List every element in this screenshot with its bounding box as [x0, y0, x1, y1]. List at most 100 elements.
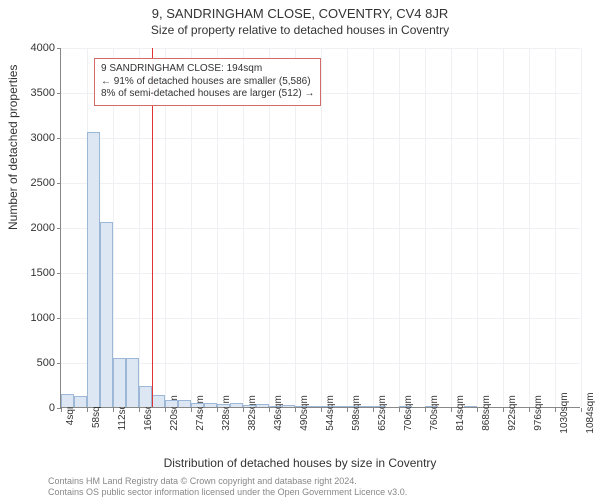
histogram-bar [113, 358, 126, 407]
histogram-bar [321, 406, 334, 407]
xtick-mark [529, 408, 530, 412]
histogram-bar [399, 406, 412, 407]
ytick-label: 4000 [15, 42, 55, 54]
xtick-label: 922sqm [507, 395, 518, 431]
xtick-label: 706sqm [403, 395, 414, 431]
xtick-label: 760sqm [429, 395, 440, 431]
xtick-mark [555, 408, 556, 412]
gridline-v [347, 48, 348, 407]
xtick-label: 436sqm [273, 395, 284, 431]
ytick-mark [57, 138, 61, 139]
histogram-bar [178, 400, 191, 407]
footer-line-1: Contains HM Land Registry data © Crown c… [48, 476, 407, 487]
xtick-mark [477, 408, 478, 412]
histogram-bar [256, 404, 269, 407]
xtick-mark [165, 408, 166, 412]
xtick-label: 976sqm [533, 395, 544, 431]
xtick-label: 382sqm [247, 395, 258, 431]
xtick-label: 652sqm [377, 395, 388, 431]
histogram-bar [464, 406, 477, 407]
ytick-mark [57, 273, 61, 274]
histogram-bar [87, 132, 100, 407]
ytick-label: 1000 [15, 312, 55, 324]
ytick-label: 3000 [15, 132, 55, 144]
ytick-label: 0 [15, 402, 55, 414]
xtick-label: 490sqm [299, 395, 310, 431]
gridline-v [399, 48, 400, 407]
xtick-mark [87, 408, 88, 412]
chart-title: 9, SANDRINGHAM CLOSE, COVENTRY, CV4 8JR [0, 0, 600, 21]
xtick-label: 868sqm [481, 395, 492, 431]
xtick-mark [451, 408, 452, 412]
x-axis-label: Distribution of detached houses by size … [0, 456, 600, 470]
histogram-bar [139, 386, 152, 407]
xtick-label: 544sqm [325, 395, 336, 431]
ytick-mark [57, 183, 61, 184]
xtick-mark [503, 408, 504, 412]
histogram-bar [295, 406, 308, 407]
histogram-bar [334, 406, 347, 407]
xtick-mark [347, 408, 348, 412]
histogram-bar [100, 222, 113, 407]
annotation-line-2: ← 91% of detached houses are smaller (5,… [101, 76, 314, 89]
chart-subtitle: Size of property relative to detached ho… [0, 21, 600, 37]
xtick-mark [61, 408, 62, 412]
xtick-mark [269, 408, 270, 412]
ytick-mark [57, 363, 61, 364]
histogram-bar [269, 406, 282, 407]
histogram-bar [243, 405, 256, 407]
histogram-bar [152, 395, 165, 407]
histogram-bar [126, 358, 139, 407]
xtick-label: 274sqm [195, 395, 206, 431]
ytick-mark [57, 48, 61, 49]
ytick-label: 3500 [15, 87, 55, 99]
xtick-mark [295, 408, 296, 412]
gridline-v [451, 48, 452, 407]
chart-area: 050010001500200025003000350040004sqm58sq… [60, 48, 580, 408]
xtick-mark [581, 408, 582, 412]
ytick-mark [57, 93, 61, 94]
annotation-box: 9 SANDRINGHAM CLOSE: 194sqm ← 91% of det… [94, 58, 321, 106]
ytick-mark [57, 228, 61, 229]
gridline-v [503, 48, 504, 407]
ytick-label: 1500 [15, 267, 55, 279]
histogram-bar [217, 404, 230, 407]
histogram-bar [165, 400, 178, 407]
gridline-v [529, 48, 530, 407]
ytick-label: 500 [15, 357, 55, 369]
histogram-bar [282, 405, 295, 407]
histogram-bar [74, 396, 87, 407]
annotation-line-3: 8% of semi-detached houses are larger (5… [101, 88, 314, 101]
xtick-mark [373, 408, 374, 412]
xtick-mark [191, 408, 192, 412]
xtick-label: 1084sqm [585, 392, 596, 433]
gridline-v [425, 48, 426, 407]
histogram-bar [347, 406, 360, 407]
xtick-label: 814sqm [455, 395, 466, 431]
gridline-v [373, 48, 374, 407]
histogram-bar [425, 406, 438, 407]
gridline-v [581, 48, 582, 407]
histogram-bar [360, 406, 373, 407]
gridline-v [477, 48, 478, 407]
xtick-mark [113, 408, 114, 412]
xtick-label: 598sqm [351, 395, 362, 431]
ytick-label: 2500 [15, 177, 55, 189]
histogram-bar [61, 394, 74, 407]
histogram-bar [230, 403, 243, 407]
xtick-mark [243, 408, 244, 412]
xtick-mark [217, 408, 218, 412]
histogram-bar [204, 403, 217, 408]
xtick-mark [139, 408, 140, 412]
gridline-v [555, 48, 556, 407]
histogram-bar [308, 406, 321, 407]
ytick-mark [57, 318, 61, 319]
xtick-mark [321, 408, 322, 412]
xtick-label: 328sqm [221, 395, 232, 431]
histogram-bar [373, 406, 386, 407]
ytick-label: 2000 [15, 222, 55, 234]
histogram-bar [191, 403, 204, 407]
footer-attribution: Contains HM Land Registry data © Crown c… [48, 476, 407, 498]
annotation-line-1: 9 SANDRINGHAM CLOSE: 194sqm [101, 63, 314, 76]
footer-line-2: Contains OS public sector information li… [48, 487, 407, 498]
